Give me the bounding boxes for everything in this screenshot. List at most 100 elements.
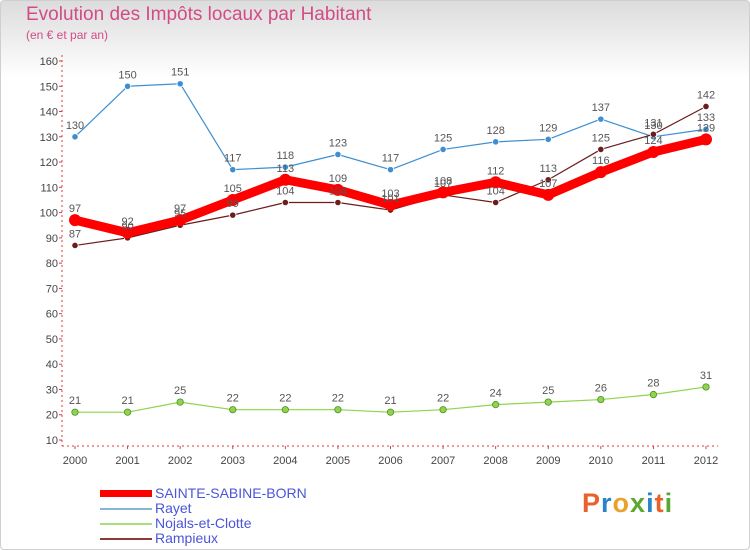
- data-point-rampieux: [544, 176, 552, 184]
- y-tick-label: 110: [40, 182, 58, 194]
- data-point-nojals-et-clotte: [176, 398, 184, 406]
- data-label-nojals-et-clotte: 22: [332, 393, 344, 405]
- x-tick-label: 2007: [431, 455, 455, 467]
- data-label-sainte-sabine-born: 97: [174, 203, 186, 215]
- data-point-sainte-sabine-born: [121, 226, 134, 239]
- data-point-rayet: [544, 135, 552, 143]
- data-label-rayet: 130: [644, 120, 662, 132]
- x-tick-label: 2004: [273, 455, 297, 467]
- data-label-rayet: 130: [66, 120, 84, 132]
- x-tick-label: 2008: [483, 455, 507, 467]
- data-point-nojals-et-clotte: [702, 383, 710, 391]
- x-tick-label: 2009: [536, 455, 560, 467]
- data-point-nojals-et-clotte: [281, 406, 289, 414]
- y-tick-label: 50: [46, 334, 58, 346]
- x-tick-label: 2003: [221, 455, 245, 467]
- data-point-rampieux: [702, 102, 710, 111]
- data-point-rampieux: [492, 198, 500, 207]
- y-tick-label: 40: [46, 359, 58, 371]
- data-label-nojals-et-clotte: 22: [437, 393, 449, 405]
- data-label-sainte-sabine-born: 97: [69, 203, 81, 215]
- data-labels-layer: 130 150 151 117 118 123 117 125 128 129 137 130 133 2…: [66, 67, 715, 407]
- chart-title: Evolution des Impôts locaux par Habitant: [26, 4, 372, 25]
- data-label-rampieux: 131: [644, 117, 662, 129]
- data-label-rampieux: 104: [276, 185, 294, 197]
- data-point-rampieux: [229, 211, 237, 219]
- data-label-nojals-et-clotte: 22: [279, 393, 291, 405]
- data-point-nojals-et-clotte: [597, 395, 605, 404]
- y-tick-label: 120: [40, 157, 58, 169]
- data-label-rayet: 117: [224, 153, 242, 165]
- data-label-sainte-sabine-born: 129: [697, 122, 715, 134]
- x-tick-label: 2005: [326, 455, 350, 467]
- x-tick-label: 2010: [589, 455, 613, 467]
- data-label-rayet: 118: [277, 150, 295, 162]
- data-label-nojals-et-clotte: 21: [121, 395, 133, 407]
- data-label-sainte-sabine-born: 103: [381, 188, 399, 200]
- series-layer: [69, 80, 712, 416]
- data-label-sainte-sabine-born: 92: [121, 216, 133, 228]
- data-label-nojals-et-clotte: 21: [384, 395, 396, 407]
- data-label-sainte-sabine-born: 113: [277, 163, 295, 175]
- chart-subtitle: (en € et par an): [26, 28, 109, 42]
- data-point-nojals-et-clotte: [492, 401, 500, 409]
- data-label-rayet: 151: [171, 67, 189, 79]
- data-label-rayet: 150: [118, 69, 136, 81]
- data-point-sainte-sabine-born: [174, 214, 187, 227]
- data-label-nojals-et-clotte: 31: [700, 370, 712, 382]
- data-point-rayet: [597, 115, 605, 123]
- legend-swatch-rayet: [100, 508, 152, 510]
- data-point-rayet: [71, 133, 79, 141]
- x-tick-label: 2012: [694, 455, 718, 467]
- data-point-sainte-sabine-born: [542, 188, 555, 201]
- data-point-nojals-et-clotte: [649, 390, 658, 399]
- data-label-rampieux: 90: [121, 221, 133, 233]
- data-label-rayet: 117: [382, 153, 400, 165]
- data-point-nojals-et-clotte: [386, 408, 395, 416]
- data-point-sainte-sabine-born: [489, 176, 502, 189]
- data-label-rampieux: 87: [69, 228, 81, 240]
- data-point-sainte-sabine-born: [331, 183, 344, 196]
- data-point-sainte-sabine-born: [594, 166, 607, 179]
- data-label-nojals-et-clotte: 25: [542, 385, 554, 397]
- y-tick-label: 130: [40, 132, 58, 144]
- y-tick-label: 140: [40, 107, 58, 119]
- data-label-rampieux: 113: [539, 163, 557, 175]
- data-point-rayet: [229, 166, 237, 174]
- data-label-nojals-et-clotte: 28: [647, 378, 659, 390]
- data-label-rampieux: 107: [434, 178, 452, 190]
- data-point-sainte-sabine-born: [647, 145, 660, 158]
- chart-axes: 10 20 30 40 50 60 70 80 90 100 110 120 130 140 150 160 2…: [40, 55, 718, 467]
- data-point-nojals-et-clotte: [439, 406, 447, 414]
- y-tick-label: 90: [46, 233, 58, 245]
- data-label-rayet: 125: [434, 132, 452, 144]
- x-tick-label: 2001: [115, 455, 139, 467]
- logo-letter: t: [654, 488, 665, 518]
- y-tick-label: 10: [46, 435, 58, 447]
- data-label-rayet: 128: [486, 125, 504, 137]
- data-label-rampieux: 99: [227, 198, 239, 210]
- data-point-rayet: [492, 138, 500, 146]
- data-point-sainte-sabine-born: [384, 199, 397, 212]
- logo-letter: i: [664, 488, 674, 518]
- data-label-rayet: 129: [539, 122, 557, 134]
- data-label-rampieux: 104: [486, 185, 504, 197]
- data-label-rayet: 133: [697, 112, 715, 124]
- legend-swatch-rampieux: [100, 538, 152, 540]
- data-label-rayet: 137: [592, 102, 610, 114]
- data-point-sainte-sabine-born: [226, 193, 239, 206]
- x-tick-label: 2002: [168, 455, 192, 467]
- data-point-rayet: [386, 166, 395, 174]
- data-label-sainte-sabine-born: 105: [224, 183, 242, 195]
- x-tick-label: 2011: [642, 455, 666, 467]
- data-point-rayet: [702, 125, 710, 133]
- x-tick-label: 2000: [63, 455, 87, 467]
- data-label-sainte-sabine-born: 108: [434, 175, 452, 187]
- data-label-rayet: 123: [329, 137, 347, 149]
- proxiti-logo: Proxiti: [582, 488, 673, 519]
- data-label-sainte-sabine-born: 112: [487, 165, 505, 177]
- data-label-sainte-sabine-born: 107: [539, 178, 557, 190]
- y-tick-label: 80: [46, 258, 58, 270]
- logo-letter: r: [601, 488, 613, 518]
